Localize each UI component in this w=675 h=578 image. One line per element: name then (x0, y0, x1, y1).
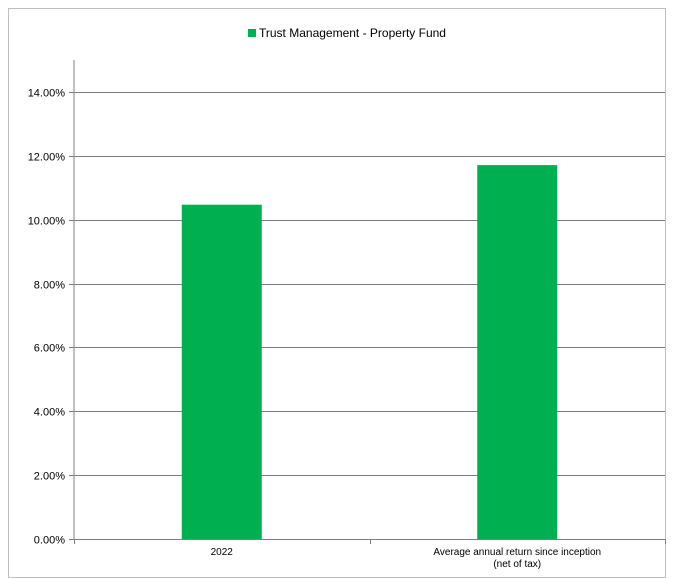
y-tick-label: 0.00% (34, 535, 65, 547)
x-tick-label: 2022 (211, 547, 234, 558)
bars (181, 165, 558, 539)
y-tick-label: 8.00% (34, 280, 65, 292)
y-axis: 0.00% 2.00% 4.00% 6.00% 8.00% 10.00% 12.00% 14.… (28, 60, 75, 547)
y-tick-label: 6.00% (34, 343, 65, 355)
y-tick-label: 2.00% (34, 471, 65, 483)
legend-swatch (248, 29, 256, 37)
x-tick-label: Average annual return since inception (ne… (433, 547, 601, 570)
bar (181, 204, 262, 539)
legend: Trust Management - Property Fund (248, 26, 446, 40)
y-tick-label: 12.00% (28, 152, 66, 164)
bar (477, 165, 558, 539)
y-tick-label: 10.00% (28, 216, 66, 228)
gridlines (74, 92, 665, 476)
legend-label: Trust Management - Property Fund (259, 26, 446, 40)
y-tick-label: 4.00% (34, 407, 65, 419)
y-tick-label: 14.00% (28, 88, 66, 100)
x-axis: 2022 Average annual return since inceptio… (74, 539, 666, 570)
